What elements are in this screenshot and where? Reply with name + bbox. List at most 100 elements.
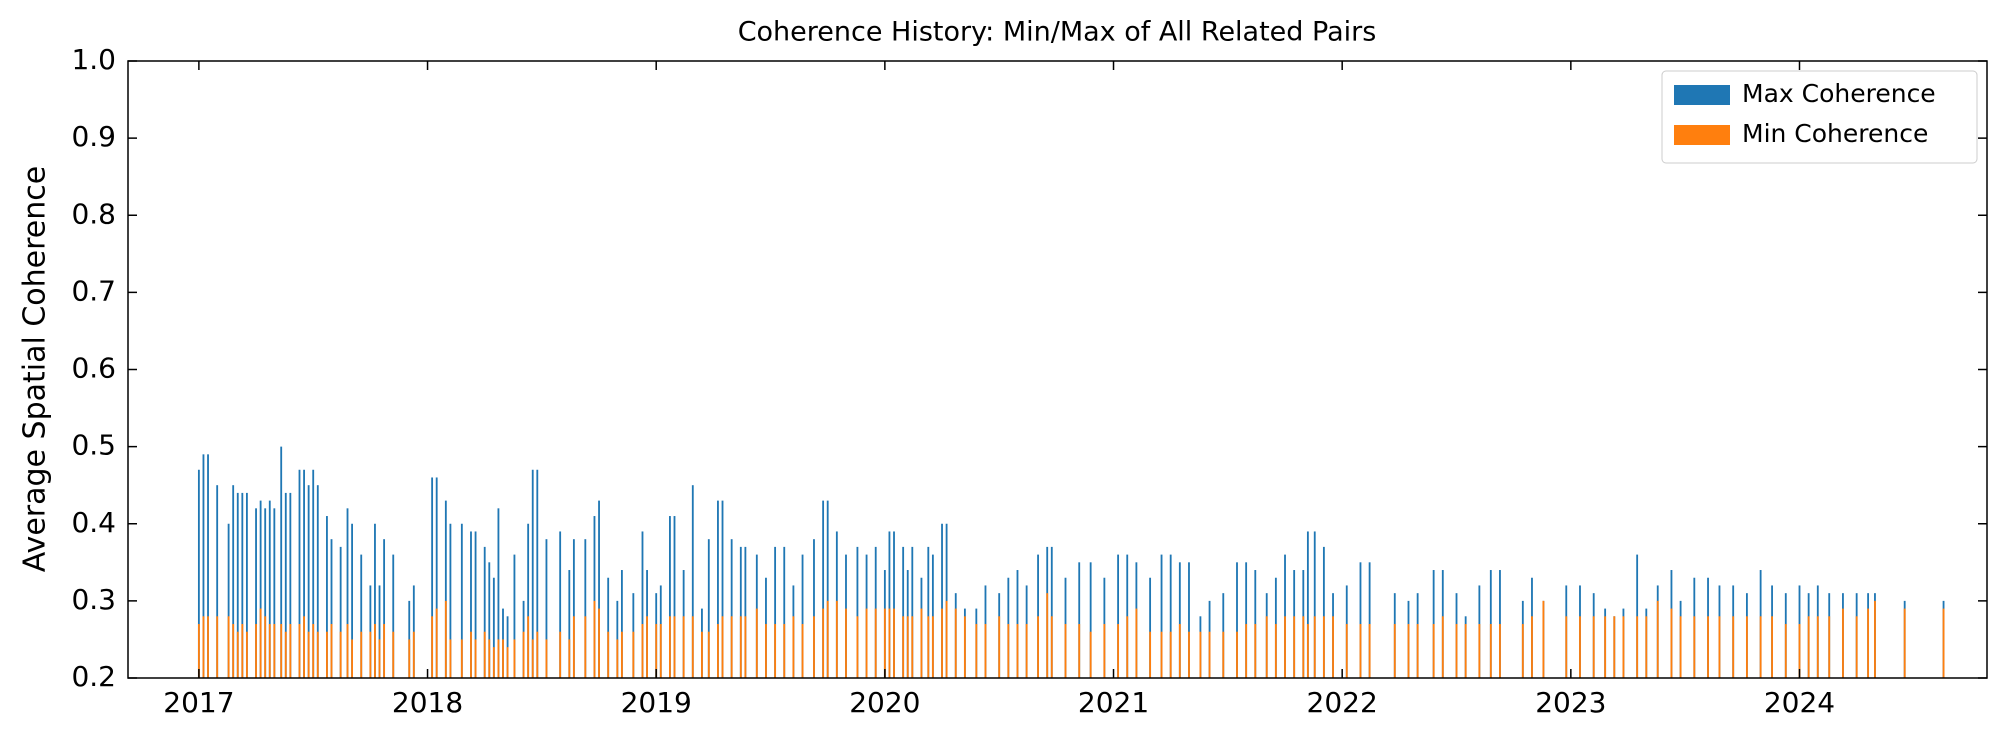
bar [1432,624,1435,678]
bar [1007,624,1010,678]
bar [522,631,525,678]
bar [339,631,342,678]
bar [765,624,767,678]
bar [1489,624,1492,678]
bar [1718,616,1721,678]
bar [280,624,283,678]
bar [232,485,235,678]
bar [408,639,411,678]
bar [1464,624,1467,678]
bar [197,469,200,678]
bar [1306,624,1309,678]
bar [497,639,500,678]
bar [593,600,596,678]
bar [941,608,943,678]
x-tick-label: 2022 [1307,686,1378,719]
bar [856,616,859,678]
bar [856,546,859,678]
bar [1359,624,1362,678]
bar [975,624,978,678]
bar [744,546,747,678]
bar [1037,616,1039,678]
bar [1368,624,1371,678]
bar [931,616,934,678]
bar [1149,631,1152,678]
bar [392,631,395,678]
bar [1579,616,1581,678]
bar [298,469,301,678]
bar [911,546,914,678]
bar [911,616,914,678]
bar [497,508,500,678]
bar [360,554,363,678]
bar [236,631,239,678]
bar [730,616,733,678]
bar [559,531,562,678]
bar [268,624,271,678]
bar [1645,616,1648,678]
bar [1160,631,1163,678]
bar [902,546,905,678]
legend-label: Max Coherence [1742,79,1936,108]
bar [1089,631,1092,678]
bar [378,639,381,678]
bar [392,554,395,678]
bar [1050,546,1053,678]
bar [1441,616,1444,678]
bar [1942,608,1945,678]
y-tick-label: 0.7 [71,274,116,307]
bar [801,624,804,678]
bar [527,523,530,678]
bar [1455,624,1458,678]
bar [1126,616,1129,678]
bar [513,554,516,678]
bar [584,616,587,678]
bar [598,500,600,678]
x-tick-label: 2018 [392,686,463,719]
bar [273,624,276,678]
bar [545,539,548,678]
bar [1313,531,1316,678]
bar [1199,631,1202,678]
bar [216,485,219,678]
bar [330,539,333,678]
bar [492,647,495,678]
bar [1368,562,1371,678]
bar [826,600,829,678]
bar [1135,608,1138,678]
bar [1416,624,1419,678]
bar [488,562,491,678]
bar [1149,577,1152,678]
bar [707,631,710,678]
bar [691,616,694,678]
bar [1874,600,1876,678]
bar [1693,616,1696,678]
bar [527,616,530,678]
bar [1842,608,1844,678]
bar [378,585,381,678]
bar [893,608,895,678]
bar [1855,616,1858,678]
bar [346,508,349,678]
bar [568,570,571,678]
bar [1784,624,1787,678]
bar [227,523,230,678]
bar [792,616,795,678]
bar [245,631,248,678]
bar [1254,624,1257,678]
bar [984,624,987,678]
bar [1707,616,1709,678]
bar [822,608,825,678]
bar [255,508,257,678]
bar [1613,616,1616,678]
bar [845,608,847,678]
bar [568,639,571,678]
bar [584,539,587,678]
bar [1025,624,1028,678]
legend-swatch [1674,125,1730,145]
y-axis-label: Average Spatial Coherence [18,166,53,572]
bar [669,616,671,678]
bar [883,608,886,678]
bar [1798,624,1801,678]
bar [721,500,724,678]
